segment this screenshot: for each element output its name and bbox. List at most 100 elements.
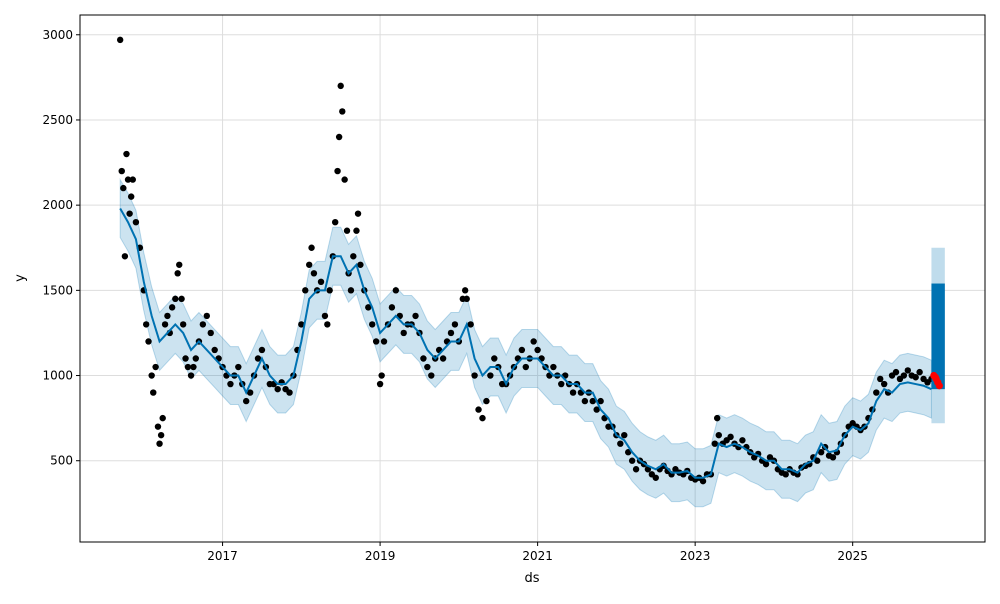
observed-point bbox=[715, 431, 722, 439]
forecast-yhat bbox=[931, 283, 945, 390]
observed-point bbox=[471, 372, 478, 379]
observed-point bbox=[388, 304, 396, 311]
observed-point bbox=[420, 355, 427, 362]
observed-point bbox=[347, 287, 355, 294]
y-tick-label: 2000 bbox=[42, 198, 73, 212]
observed-point bbox=[518, 346, 526, 354]
observed-point bbox=[334, 167, 341, 175]
observed-point bbox=[550, 363, 557, 371]
observed-point bbox=[184, 363, 192, 371]
observed-point bbox=[203, 312, 211, 320]
plot-frame bbox=[79, 14, 986, 543]
x-tick-label: 2017 bbox=[207, 549, 238, 563]
observed-point bbox=[126, 210, 133, 217]
observed-point bbox=[814, 457, 821, 464]
observed-point bbox=[306, 261, 313, 268]
observed-point bbox=[376, 380, 384, 388]
observed-point bbox=[152, 363, 159, 371]
observed-point bbox=[350, 253, 357, 260]
observed-point bbox=[451, 321, 459, 328]
observed-point bbox=[628, 457, 636, 464]
observed-point bbox=[617, 440, 624, 447]
observed-point bbox=[235, 363, 242, 371]
observed-point bbox=[341, 176, 348, 183]
observed-point bbox=[178, 295, 185, 303]
observed-point bbox=[569, 389, 577, 396]
observed-point bbox=[148, 372, 155, 379]
observed-point bbox=[400, 329, 407, 337]
observed-point bbox=[174, 270, 181, 277]
y-tick-label: 2500 bbox=[42, 113, 73, 127]
observed-point bbox=[159, 414, 166, 422]
observed-point bbox=[337, 82, 344, 90]
observed-point bbox=[182, 355, 189, 362]
observed-point bbox=[912, 374, 919, 381]
observed-point bbox=[192, 355, 199, 362]
y-tick-label: 1000 bbox=[42, 369, 73, 383]
observed-point bbox=[357, 261, 364, 268]
observed-point bbox=[308, 244, 315, 251]
observed-point bbox=[880, 380, 888, 388]
observed-point bbox=[530, 338, 537, 345]
observed-point bbox=[380, 338, 388, 345]
observed-point bbox=[463, 295, 470, 303]
observed-point bbox=[378, 372, 385, 379]
observed-point bbox=[782, 471, 789, 478]
observed-point bbox=[286, 389, 293, 396]
observed-point bbox=[522, 363, 530, 371]
observed-point bbox=[211, 346, 218, 354]
observed-point bbox=[900, 372, 908, 379]
observed-point bbox=[904, 367, 912, 374]
observed-point bbox=[644, 466, 652, 473]
observed-point bbox=[127, 193, 135, 200]
observed-point bbox=[483, 397, 490, 405]
observed-point bbox=[168, 304, 176, 311]
y-tick-label: 500 bbox=[50, 454, 73, 468]
observed-point bbox=[207, 329, 214, 337]
observed-point bbox=[447, 329, 455, 337]
observed-point bbox=[172, 295, 179, 303]
observed-point bbox=[534, 346, 541, 354]
observed-point bbox=[242, 397, 250, 405]
observed-point bbox=[190, 363, 197, 371]
observed-point bbox=[120, 184, 127, 192]
observed-point bbox=[392, 287, 400, 294]
observed-point bbox=[711, 440, 719, 447]
holdout-points bbox=[930, 371, 943, 390]
y-tick-label: 3000 bbox=[42, 28, 73, 42]
observed-point bbox=[258, 346, 266, 354]
observed-point bbox=[298, 321, 305, 328]
observed-point bbox=[475, 406, 482, 413]
holdout-point bbox=[935, 382, 943, 390]
observed-point bbox=[343, 227, 351, 234]
observed-point bbox=[161, 321, 169, 328]
observed-point bbox=[558, 380, 565, 388]
observed-point bbox=[428, 372, 435, 379]
observed-point bbox=[916, 368, 923, 376]
observed-point bbox=[246, 389, 254, 396]
observed-point bbox=[310, 270, 318, 277]
observed-point bbox=[892, 368, 900, 376]
observed-point bbox=[714, 414, 721, 422]
observed-point bbox=[829, 454, 837, 461]
observed-point bbox=[621, 431, 628, 439]
observed-point bbox=[199, 321, 207, 328]
observed-point bbox=[727, 433, 734, 441]
x-tick-label: 2021 bbox=[522, 549, 553, 563]
observed-point bbox=[164, 312, 171, 320]
observed-point bbox=[157, 431, 165, 439]
observed-point bbox=[624, 449, 632, 456]
observed-point bbox=[145, 338, 152, 345]
x-tick-label: 2025 bbox=[837, 549, 868, 563]
observed-point bbox=[227, 380, 234, 388]
observed-point bbox=[424, 363, 431, 371]
yhat-path bbox=[119, 208, 932, 479]
observed-point bbox=[339, 108, 346, 115]
observed-point bbox=[317, 278, 325, 286]
observed-point bbox=[467, 321, 474, 328]
observed-point bbox=[873, 389, 880, 396]
observed-point bbox=[877, 375, 884, 383]
observed-point bbox=[479, 414, 486, 422]
axis-ticks: 2017 2019 2021 2023 2025 500 1000 1500 2000 2500 3… bbox=[42, 28, 867, 563]
